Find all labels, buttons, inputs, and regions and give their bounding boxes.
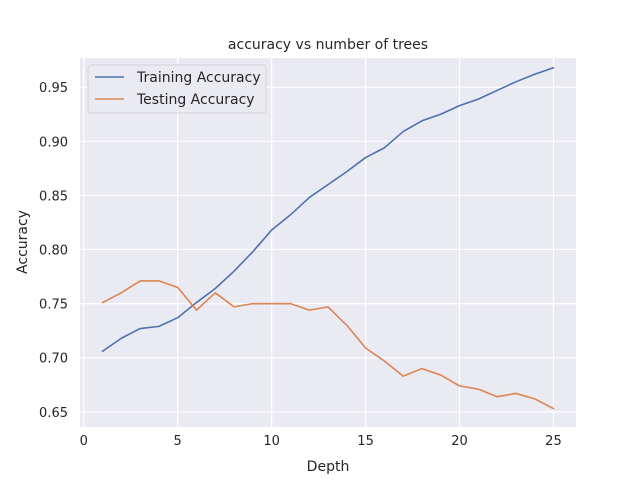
plot-area (80, 58, 576, 427)
training-accuracy-line (101, 66, 555, 353)
chart-title: accuracy vs number of trees (228, 37, 428, 53)
testing-accuracy-line (101, 280, 555, 410)
x-axis-label: Depth (307, 459, 350, 475)
legend: Training Accuracy Testing Accuracy (87, 64, 267, 114)
grid (80, 58, 576, 427)
legend-label-testing: Testing Accuracy (136, 92, 255, 108)
x-tick-label: 15 (357, 434, 374, 449)
y-tick-label: 0.90 (39, 135, 68, 150)
legend-box (87, 64, 267, 114)
y-tick-label: 0.95 (39, 81, 68, 96)
x-tick-label: 25 (545, 434, 562, 449)
x-tick-label: 20 (451, 434, 468, 449)
y-tick-label: 0.70 (39, 352, 68, 367)
series-lines (101, 66, 555, 410)
legend-label-training: Training Accuracy (136, 70, 261, 86)
y-tick-label: 0.80 (39, 244, 68, 259)
y-tick-label: 0.75 (39, 298, 68, 313)
y-tick-label: 0.85 (39, 189, 68, 204)
tick-labels: 0 5 10 15 20 25 0.65 0.70 0.75 0.80 0.85 0.90 0.95 (39, 81, 562, 449)
y-axis-label: Accuracy (15, 210, 31, 274)
x-tick-label: 0 (80, 434, 88, 449)
x-tick-label: 10 (263, 434, 280, 449)
y-tick-label: 0.65 (39, 406, 68, 421)
x-tick-label: 5 (174, 434, 182, 449)
